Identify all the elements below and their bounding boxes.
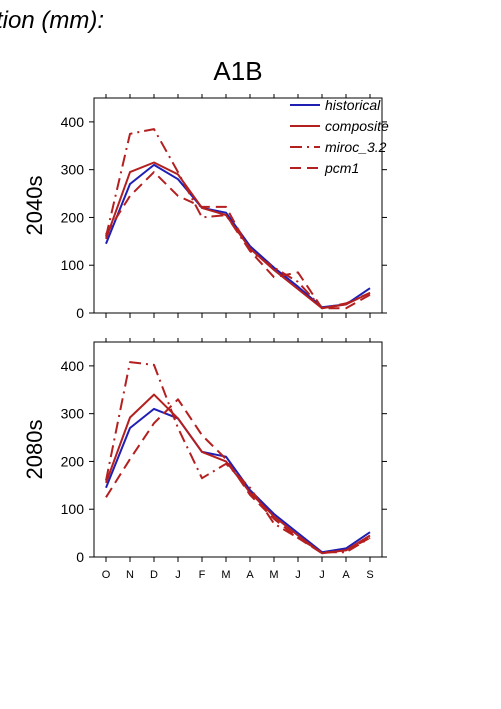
legend-label: composite: [325, 118, 389, 134]
y-tick-label: 200: [61, 209, 85, 225]
x-tick-label: A: [246, 569, 254, 581]
x-tick-label: O: [102, 569, 111, 581]
y-tick-label: 400: [61, 358, 85, 374]
x-tick-label: D: [150, 569, 158, 581]
legend-label: historical: [325, 97, 381, 113]
series-line-miroc_3.2: [105, 128, 371, 310]
legend: historical composite miroc_3.2 pcm1: [290, 97, 389, 176]
x-tick-label: M: [221, 569, 230, 581]
figure-title: A1B: [213, 56, 262, 86]
series-line-historical: [105, 163, 371, 309]
y-tick-label: 300: [61, 406, 85, 422]
x-tick-label: J: [175, 569, 181, 581]
x-tick-label: A: [342, 569, 350, 581]
x-tick-label: J: [295, 569, 301, 581]
y-tick-label: 100: [61, 257, 85, 273]
panel-label: 2040s: [22, 176, 47, 236]
panel-2040s: 0 100 200 300 400 2040s: [22, 94, 387, 321]
series-line-pcm1: [105, 171, 371, 310]
panel-label: 2080s: [22, 420, 47, 480]
plot-frame: [93, 341, 383, 558]
panel-2080s: 0 100 200 300 400 O N D J F M A M J J A S 2080s: [22, 338, 387, 581]
x-tick-label: J: [319, 569, 325, 581]
header-text: tion (mm):: [0, 7, 104, 34]
x-tick-label: F: [199, 569, 206, 581]
plot-frame: [93, 97, 383, 314]
y-tick-label: 100: [61, 501, 85, 517]
legend-label: miroc_3.2: [325, 139, 387, 155]
legend-label: pcm1: [324, 160, 359, 176]
x-tick-label: M: [269, 569, 278, 581]
x-tick-label: N: [126, 569, 134, 581]
y-tick-label: 400: [61, 114, 85, 130]
series-line-composite: [105, 161, 371, 310]
y-tick-label: 0: [76, 305, 84, 321]
series-line-historical: [105, 407, 371, 554]
x-tick-label: S: [366, 569, 373, 581]
y-tick-label: 300: [61, 162, 85, 178]
series-line-miroc_3.2: [105, 361, 371, 554]
y-tick-label: 200: [61, 453, 85, 469]
y-tick-label: 0: [76, 549, 84, 565]
